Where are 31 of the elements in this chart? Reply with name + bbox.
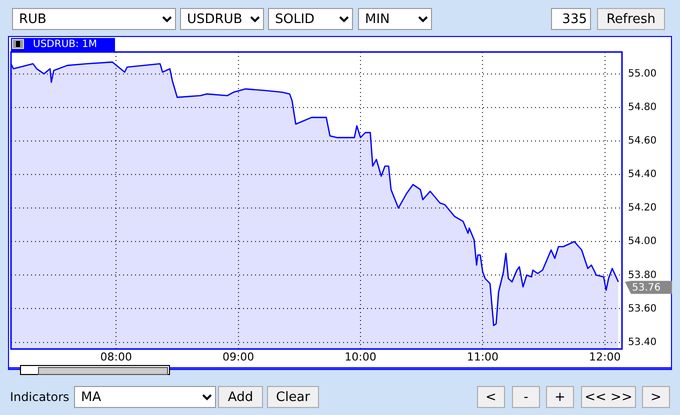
dropdown: SOLID (268, 8, 353, 30)
text: 53.76 (632, 282, 661, 294)
dropdown: RUB (12, 8, 176, 30)
button: Add (218, 386, 263, 408)
x-tick-label: 12:00 (589, 350, 621, 364)
y-tick-label: 54.00 (628, 236, 657, 248)
button: < (477, 386, 505, 408)
y-tick-label: 54.60 (628, 136, 657, 147)
y-tick-label: 53.40 (628, 336, 657, 348)
button: << >> (581, 386, 636, 408)
dropdown: USDRUB (180, 8, 264, 30)
x-tick-label: 09:00 (222, 350, 254, 364)
button: Clear (267, 386, 319, 408)
x-tick-label: 08:00 (100, 350, 132, 364)
y-tick-label: 53.60 (628, 303, 657, 314)
y-tick-label: 55.00 (628, 68, 657, 80)
text: Indicators (10, 389, 70, 406)
x-tick-label: 10:00 (344, 350, 376, 364)
dropdown: MA (74, 386, 216, 408)
button: > (642, 386, 670, 408)
button: Refresh (597, 8, 665, 30)
y-tick-label: 54.20 (628, 202, 657, 214)
y-tick-label: 54.40 (628, 169, 657, 180)
text-field: 335 (551, 8, 591, 30)
button: - (512, 386, 540, 408)
y-tick-label: 54.80 (628, 102, 657, 113)
y-tick-label: 53.80 (628, 270, 657, 281)
x-tick-label: 11:00 (466, 350, 499, 364)
chart-title: USDRUB: 1M (33, 39, 98, 50)
dropdown: MIN (358, 8, 432, 30)
button: + (546, 386, 574, 408)
